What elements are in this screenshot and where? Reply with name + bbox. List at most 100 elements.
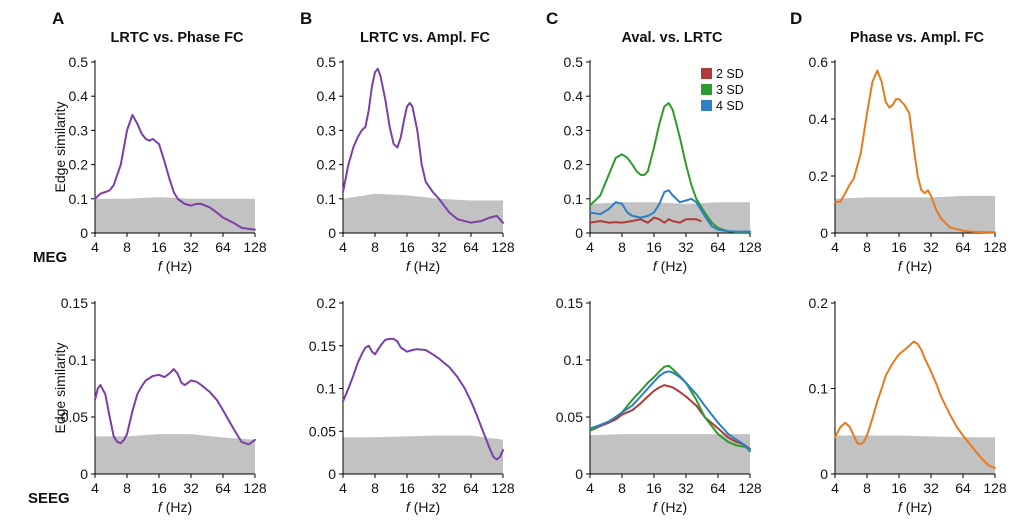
y-tick-label: 0.5 [69,54,89,70]
x-tick-label: 64 [710,239,726,255]
null-distribution-band [343,435,503,474]
series-line-2-sd [589,216,702,224]
chart-title: Phase vs. Ampl. FC [850,30,985,46]
y-tick-label: 0 [820,466,828,482]
x-tick-label: 128 [491,480,515,496]
y-tick-label: 0 [575,466,583,482]
x-axis-label-symbol: f [406,499,412,515]
y-tick-label: 0.1 [809,381,829,397]
y-tick-label: 0.05 [556,409,583,425]
y-tick-label: 0.1 [317,191,337,207]
x-tick-label: 8 [371,239,379,255]
y-tick-label: 0.1 [564,352,584,368]
x-tick-label: 4 [339,480,347,496]
panel-letter-c: C [546,9,558,28]
y-axis-label-row-2: Edge similarity [52,342,68,433]
x-axis-label: f (Hz) [158,499,192,515]
null-distribution-band [590,434,750,474]
x-tick-label: 16 [399,239,415,255]
null-distribution-band [835,195,995,233]
panel-b-seeg: 0 0.05 0.1 0.15 0.2 4 8 16 32 64 128 f (Hz) [309,295,515,515]
x-tick-label: 16 [646,480,662,496]
legend-label: 4 SD [716,99,744,113]
x-axis-label-unit: (Hz) [657,258,687,274]
x-axis-label-symbol: f [653,499,659,515]
x-tick-label: 4 [831,239,839,255]
panel-letter-b: B [300,9,312,28]
x-axis-label: f (Hz) [158,258,192,274]
series-line-2-sd [589,384,751,450]
y-tick-label: 0.1 [564,191,584,207]
panel-c-seeg: 0 0.05 0.1 0.15 4 8 16 32 64 128 f (Hz) [556,295,762,515]
series-line-4-sd [589,370,751,453]
x-axis-label: f (Hz) [406,499,440,515]
x-axis-label-unit: (Hz) [902,258,932,274]
x-axis-label-unit: (Hz) [162,258,192,274]
x-tick-label: 8 [618,480,626,496]
y-tick-label: 0.05 [61,409,88,425]
x-axis-label-symbol: f [406,258,412,274]
x-axis-label-symbol: f [158,499,164,515]
x-tick-label: 8 [371,480,379,496]
panel-a-meg: 0 0.1 0.2 0.3 0.4 0.5 4 8 16 32 64 128 f (Hz) LRTC vs… [69,30,267,274]
panel-a-seeg: 0 0.05 0.1 0.15 4 8 16 32 64 128 f (Hz) [61,295,267,515]
null-distribution-band [95,197,255,233]
x-tick-label: 8 [123,480,131,496]
series-line [94,368,256,446]
y-tick-label: 0 [328,225,336,241]
panel-letter-a: A [52,9,64,28]
legend-swatch [701,100,712,111]
y-tick-label: 0.3 [317,122,337,138]
x-tick-label: 32 [183,480,199,496]
x-tick-label: 16 [151,239,167,255]
x-tick-label: 8 [863,480,871,496]
x-axis-label: f (Hz) [898,499,932,515]
x-tick-label: 8 [863,239,871,255]
legend-label: 3 SD [716,83,744,97]
x-axis-label-symbol: f [898,499,904,515]
series-line-3-sd [589,102,751,233]
x-tick-label: 32 [923,239,939,255]
x-axis-label: f (Hz) [653,499,687,515]
x-tick-label: 4 [586,239,594,255]
panel-d-meg: 0 0.2 0.4 0.6 4 8 16 32 64 128 f (Hz) Phase vs. Amp… [809,30,1007,274]
legend-label: 2 SD [716,67,744,81]
null-distribution-band [590,202,750,233]
x-tick-label: 8 [123,239,131,255]
x-tick-label: 64 [463,239,479,255]
panel-b-meg: 0 0.1 0.2 0.3 0.4 0.5 4 8 16 32 64 128 f (Hz) LRTC vs… [317,30,515,274]
x-axis-label: f (Hz) [653,258,687,274]
x-tick-label: 128 [243,239,267,255]
x-tick-label: 128 [738,239,762,255]
x-tick-label: 128 [738,480,762,496]
y-tick-label: 0 [80,225,88,241]
y-tick-label: 0 [575,225,583,241]
y-tick-label: 0.5 [317,54,337,70]
x-tick-label: 64 [215,239,231,255]
x-tick-label: 16 [891,239,907,255]
y-tick-label: 0.1 [317,381,337,397]
x-tick-label: 64 [955,480,971,496]
y-tick-label: 0.3 [564,122,584,138]
y-tick-label: 0.05 [309,423,336,439]
x-tick-label: 64 [215,480,231,496]
null-distribution-band [835,435,995,474]
x-tick-label: 8 [618,239,626,255]
chart-title: LRTC vs. Phase FC [111,30,244,46]
x-tick-label: 32 [923,480,939,496]
y-tick-label: 0.15 [61,295,88,311]
x-tick-label: 128 [491,239,515,255]
y-tick-label: 0 [80,466,88,482]
y-tick-label: 0.4 [564,88,584,104]
y-tick-label: 0.3 [69,122,89,138]
y-tick-label: 0.4 [317,88,337,104]
x-axis-label-symbol: f [653,258,659,274]
x-tick-label: 128 [243,480,267,496]
x-tick-label: 32 [183,239,199,255]
series-line [342,67,504,224]
x-tick-label: 32 [431,480,447,496]
x-tick-label: 32 [678,480,694,496]
null-distribution-band [343,193,503,233]
x-axis-label-symbol: f [158,258,164,274]
